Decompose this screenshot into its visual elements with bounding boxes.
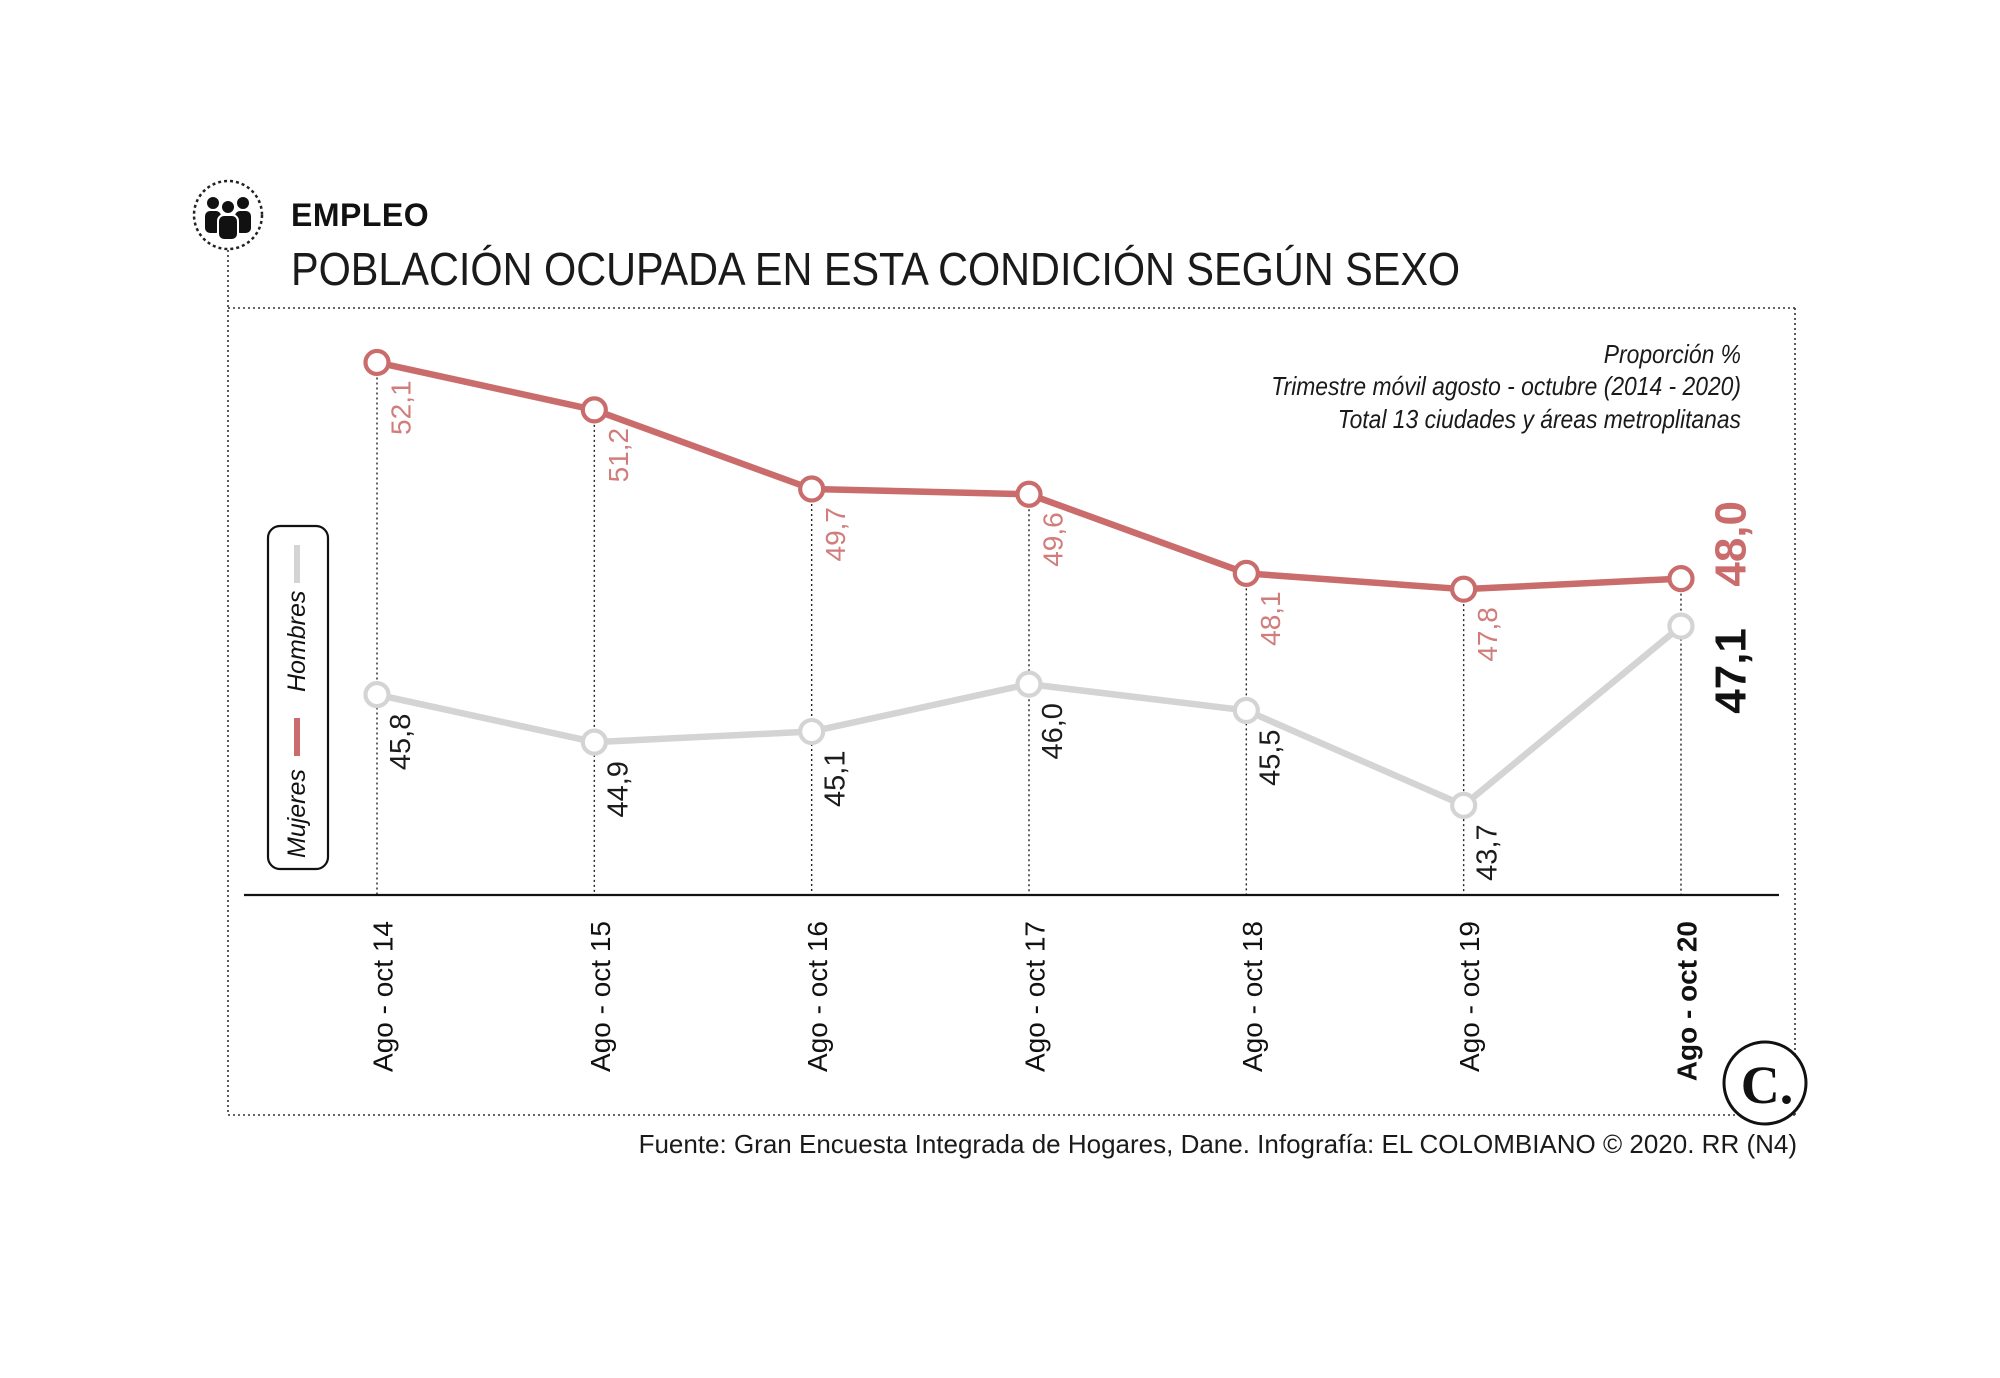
legend-label-mujeres: Mujeres [283, 769, 311, 858]
data-label-hombres: 47,1 [1706, 628, 1755, 714]
el-colombiano-logo-icon: C. [1722, 1040, 1808, 1126]
data-label-hombres: 44,9 [602, 761, 634, 817]
note-period: Trimestre móvil agosto - octubre (2014 -… [1271, 373, 1741, 402]
data-label-mujeres: 47,8 [1472, 607, 1503, 662]
x-axis-tick-labels: Ago - oct 14 Ago - oct 15 Ago - oct 16 Ago … [368, 921, 1703, 1081]
marker-hombres [580, 728, 608, 756]
x-tick-label: Ago - oct 15 [585, 921, 616, 1072]
marker-mujeres [1232, 559, 1260, 587]
legend-label-hombres: Hombres [283, 591, 311, 692]
x-tick-label: Ago - oct 18 [1237, 921, 1268, 1072]
x-tick-label: Ago - oct 20 [1671, 921, 1702, 1081]
data-label-hombres: 45,5 [1254, 729, 1286, 785]
data-label-mujeres: 48,1 [1255, 591, 1286, 646]
marker-hombres [1450, 791, 1478, 819]
x-tick-label: Ago - oct 19 [1454, 921, 1485, 1072]
marker-hombres [798, 717, 826, 746]
x-tick-label: Ago - oct 17 [1019, 921, 1050, 1072]
note-coverage: Total 13 ciudades y áreas metroplitanas [1338, 406, 1741, 435]
note-unit: Proporción % [1604, 341, 1741, 370]
data-label-mujeres: 49,7 [820, 507, 851, 562]
chart-notes: Proporción % Trimestre móvil agosto - oc… [1271, 341, 1741, 435]
data-label-hombres: 45,8 [385, 714, 417, 770]
marker-hombres [1232, 696, 1260, 725]
logo-text: C. [1741, 1055, 1794, 1115]
chart-frame [227, 250, 1796, 1116]
marker-mujeres [363, 348, 391, 377]
data-label-hombres: 46,0 [1037, 703, 1069, 759]
x-tick-label: Ago - oct 14 [368, 921, 399, 1072]
data-label-mujeres: 49,6 [1037, 512, 1068, 567]
data-label-hombres: 45,1 [820, 751, 852, 807]
section-label: EMPLEO [291, 197, 429, 233]
marker-hombres [363, 681, 391, 709]
marker-mujeres [1450, 575, 1478, 603]
marker-mujeres [1667, 565, 1695, 593]
data-label-hombres: 43,7 [1472, 824, 1504, 880]
data-labels: 52,1 51,2 49,7 49,6 48,1 47,8 48,0 45,8 44,9 45,1… [385, 380, 1755, 880]
data-label-mujeres: 51,2 [603, 428, 634, 483]
marker-mujeres [798, 475, 826, 503]
x-tick-label: Ago - oct 16 [802, 921, 833, 1072]
people-group-icon [192, 179, 264, 251]
legend: Mujeres Hombres [266, 524, 330, 871]
marker-mujeres [580, 396, 608, 424]
marker-hombres [1015, 670, 1043, 698]
data-label-mujeres: 52,1 [386, 380, 417, 435]
marker-mujeres [1015, 480, 1043, 508]
data-label-mujeres: 48,0 [1706, 501, 1755, 587]
series-markers [363, 348, 1695, 819]
source-credit: Fuente: Gran Encuesta Integrada de Hogar… [639, 1129, 1797, 1159]
marker-hombres [1667, 612, 1695, 640]
chart-title: POBLACIÓN OCUPADA EN ESTA CONDICIÓN SEGÚ… [291, 244, 1460, 296]
